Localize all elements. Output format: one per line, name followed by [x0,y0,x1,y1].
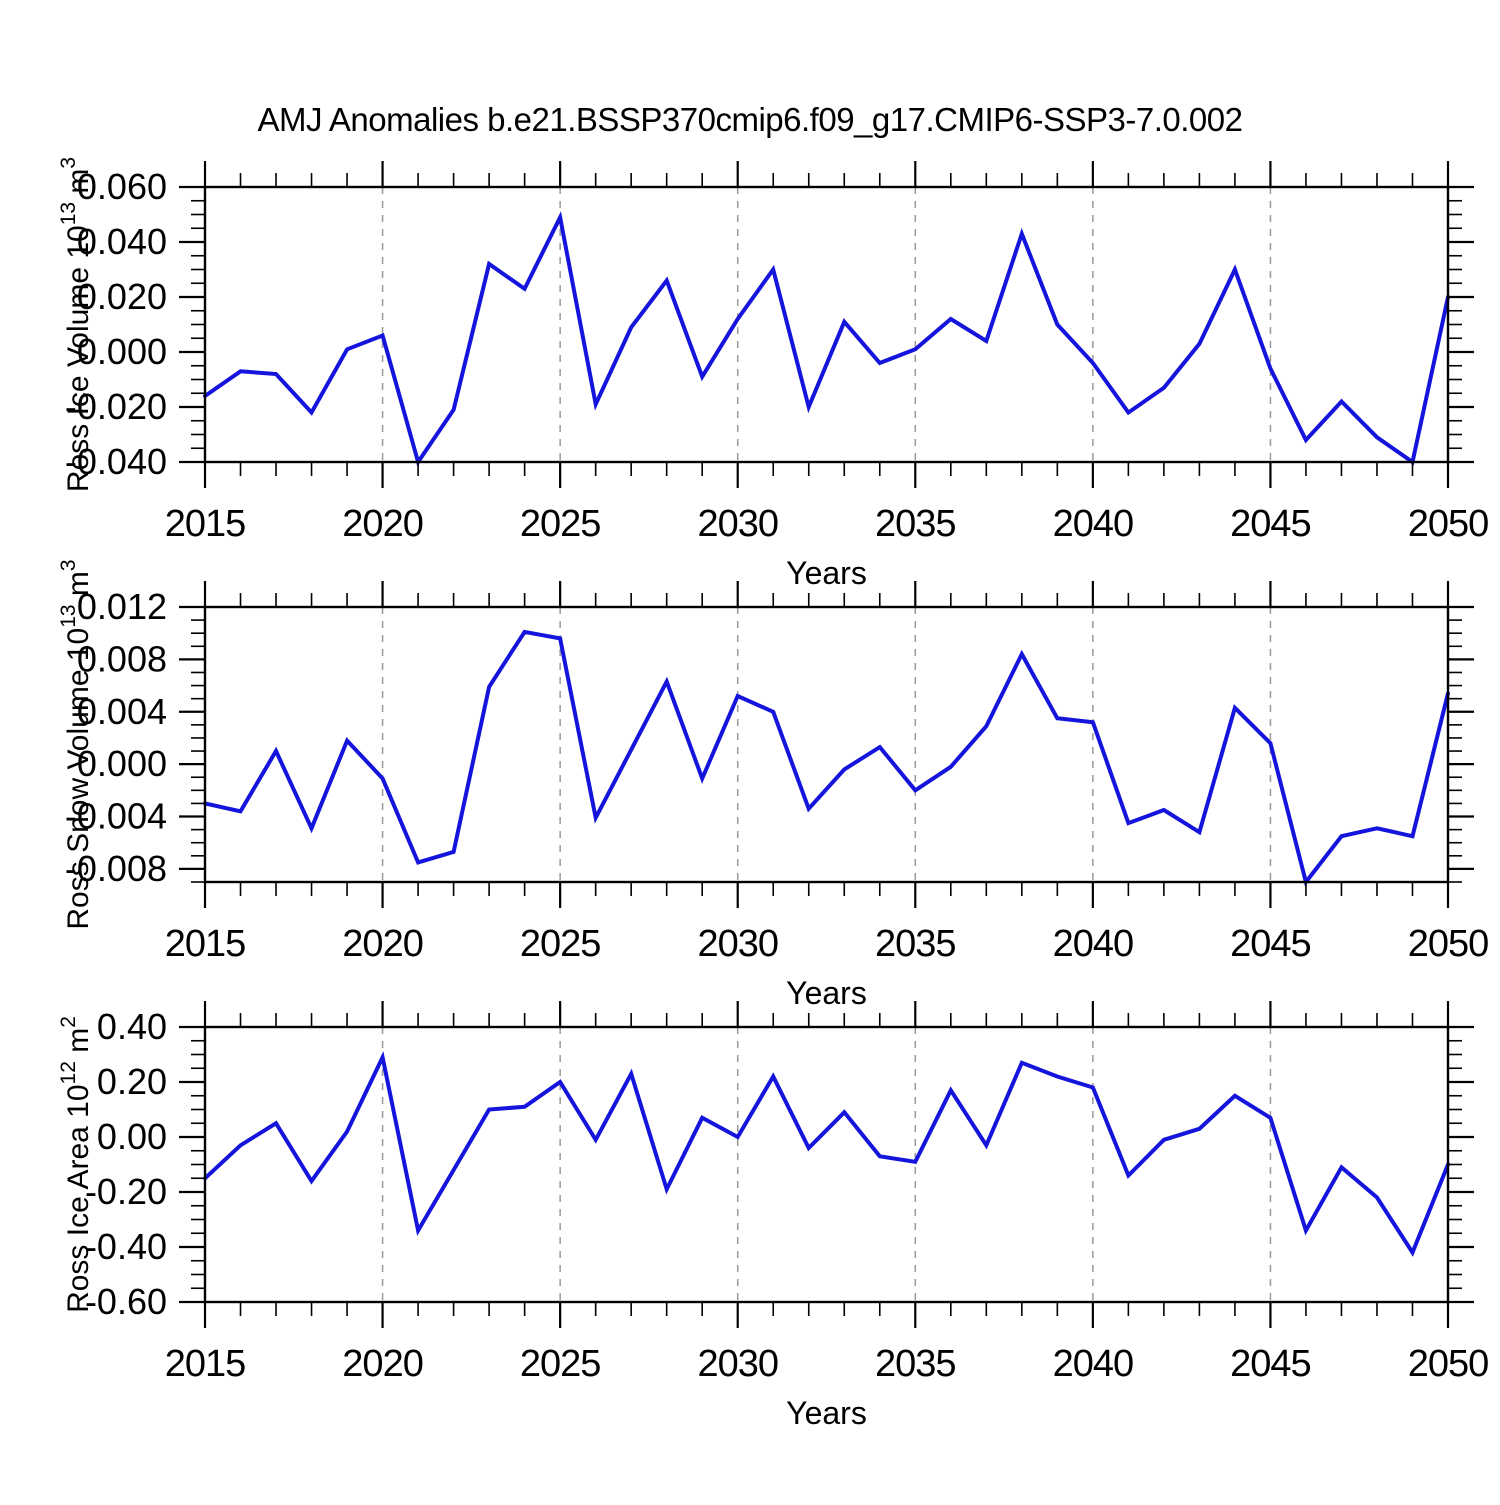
y-tick-label: -0.40 [85,1226,167,1267]
y-tick-label: 0.020 [77,276,167,317]
x-tick-label: 2025 [520,503,601,545]
plot-frame [203,185,1450,464]
y-tick-label: -0.20 [85,1171,167,1212]
y-tick-label: -0.60 [85,1281,167,1322]
x-tick-label: 2035 [875,923,956,965]
y-tick-label: 0.000 [77,743,167,784]
x-tick-label: 2030 [697,503,778,545]
x-tick-label: 2015 [165,923,246,965]
y-tick-label: 0.000 [77,331,167,372]
panel-ross-ice-area: 0.40 0.20 0.00 -0.20 -0.40 -0.60 2015 2020 2025 2… [57,1001,1489,1431]
x-ticks [203,1001,1450,1328]
y-tick-label: 0.20 [97,1061,167,1102]
x-ticks [203,581,1450,908]
y-axis-title: Ross Snow Volume 1013 m3 [57,559,95,929]
x-tick-label: 2040 [1053,503,1134,545]
x-tick-label: 2025 [520,923,601,965]
y-tick-label: -0.020 [65,386,167,427]
panel-ross-ice-volume: 0.060 0.040 0.020 0.000 -0.020 -0.040 2015 2020… [57,157,1489,591]
y-axis-title: Ross Ice Volume 1013 m3 [57,157,95,492]
y-tick-label: 0.008 [77,638,167,679]
x-tick-label: 2040 [1053,923,1134,965]
figure-title: AMJ Anomalies b.e21.BSSP370cmip6.f09_g17… [257,101,1243,138]
y-tick-label: 0.040 [77,221,167,262]
x-tick-label: 2045 [1230,503,1311,545]
x-tick-label: 2050 [1408,923,1489,965]
x-ticks [203,161,1450,488]
plot-frame [203,605,1450,884]
x-tick-label: 2035 [875,503,956,545]
ross-ice-area-line [203,1051,1450,1257]
x-tick-label: 2020 [342,503,423,545]
x-tick-label: 2025 [520,1343,601,1385]
x-tick-label: 2020 [342,923,423,965]
y-ticks [179,1025,1474,1304]
y-ticks [179,605,1474,883]
ross-snow-volume-line [203,629,1450,887]
y-tick-label: 0.060 [77,166,167,207]
y-tick-label: -0.004 [65,796,167,837]
x-axis-title: Years [786,975,867,1011]
y-tick-label: -0.008 [65,848,167,889]
y-tick-label: 0.40 [97,1006,167,1047]
x-axis-title: Years [786,1395,867,1431]
x-tick-label: 2050 [1408,1343,1489,1385]
x-tick-label: 2045 [1230,923,1311,965]
y-tick-label: 0.004 [77,691,167,732]
y-tick-label: -0.040 [65,441,167,482]
x-tick-label: 2050 [1408,503,1489,545]
y-axis-title: Ross Ice Area 1012 m2 [57,1016,95,1313]
plot-frame [203,1025,1450,1304]
x-tick-label: 2020 [342,1343,423,1385]
panel-ross-snow-volume: 0.012 0.008 0.004 0.000 -0.004 -0.008 2015 2020… [57,559,1489,1011]
y-tick-label: 0.012 [77,586,167,627]
ross-ice-volume-line [203,211,1450,467]
x-tick-label: 2040 [1053,1343,1134,1385]
x-tick-label: 2045 [1230,1343,1311,1385]
y-ticks [179,185,1474,464]
x-axis-title: Years [786,555,867,591]
x-tick-label: 2015 [165,1343,246,1385]
x-tick-label: 2030 [697,923,778,965]
x-tick-label: 2015 [165,503,246,545]
x-tick-label: 2030 [697,1343,778,1385]
x-tick-label: 2035 [875,1343,956,1385]
y-tick-label: 0.00 [97,1116,167,1157]
